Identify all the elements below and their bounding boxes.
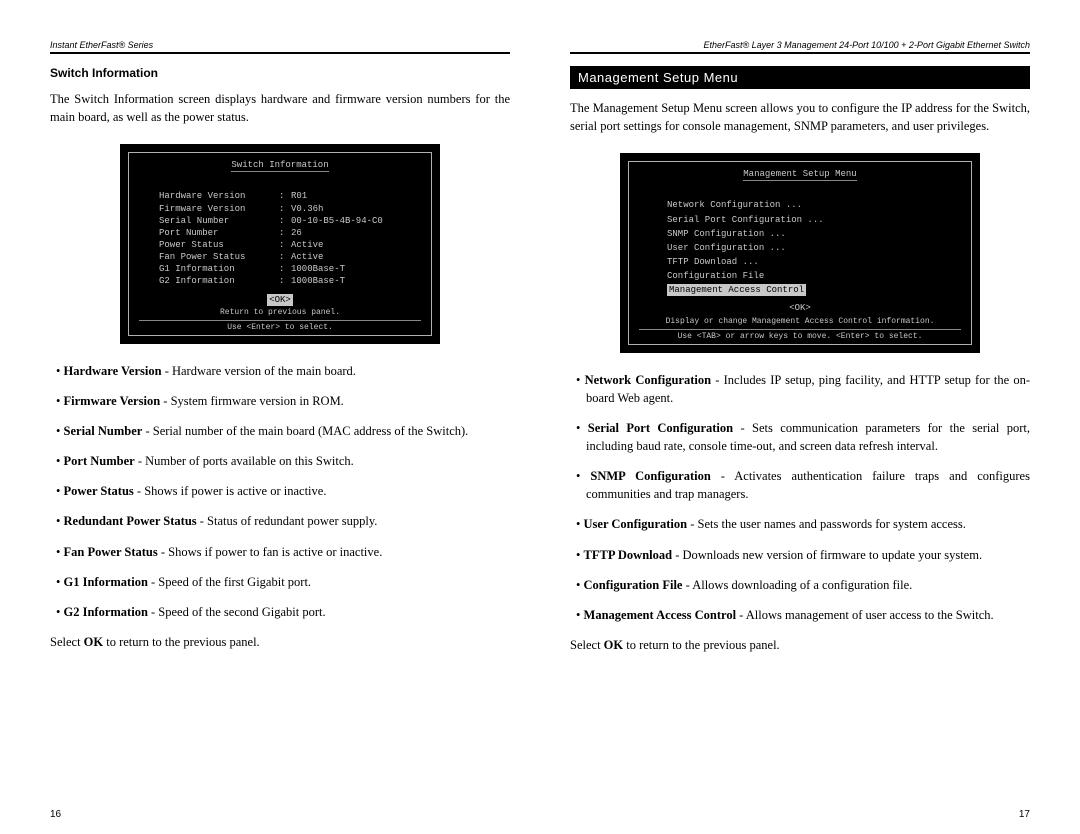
term-selected-item: Management Access Control bbox=[667, 284, 806, 296]
bullet-item: Power Status - Shows if power is active … bbox=[50, 482, 510, 500]
intro-right: The Management Setup Menu screen allows … bbox=[570, 99, 1030, 135]
bullet-item: User Configuration - Sets the user names… bbox=[570, 515, 1030, 533]
terminal-mgmt-menu: Management Setup Menu Network Configurat… bbox=[620, 153, 980, 352]
term-title: Switch Information bbox=[231, 159, 328, 172]
term-row: Power Status:Active bbox=[159, 239, 421, 251]
term-help2: Use <Enter> to select. bbox=[139, 320, 421, 333]
bullet-item: Firmware Version - System firmware versi… bbox=[50, 392, 510, 410]
bullet-item: Network Configuration - Includes IP setu… bbox=[570, 371, 1030, 407]
section-bar: Management Setup Menu bbox=[570, 66, 1030, 89]
terminal-inner: Switch Information Hardware Version:R01F… bbox=[128, 152, 432, 336]
term-menu-item: Network Configuration ... bbox=[639, 199, 961, 211]
term-row: G2 Information:1000Base-T bbox=[159, 275, 421, 287]
bullet-item: Redundant Power Status - Status of redun… bbox=[50, 512, 510, 530]
page-left: Instant EtherFast® Series Switch Informa… bbox=[50, 40, 510, 814]
bullet-item: Serial Number - Serial number of the mai… bbox=[50, 422, 510, 440]
page-right: EtherFast® Layer 3 Management 24-Port 10… bbox=[570, 40, 1030, 814]
terminal-switch-info: Switch Information Hardware Version:R01F… bbox=[120, 144, 440, 344]
term2-title: Management Setup Menu bbox=[743, 168, 856, 181]
term-menu-items: Network Configuration ... Serial Port Con… bbox=[639, 199, 961, 282]
intro-left: The Switch Information screen displays h… bbox=[50, 90, 510, 126]
page-num-right: 17 bbox=[1019, 809, 1030, 820]
bullet-item: Serial Port Configuration - Sets communi… bbox=[570, 419, 1030, 455]
header-right: EtherFast® Layer 3 Management 24-Port 10… bbox=[570, 40, 1030, 54]
bullet-item: G1 Information - Speed of the first Giga… bbox=[50, 573, 510, 591]
terminal-inner-2: Management Setup Menu Network Configurat… bbox=[628, 161, 972, 344]
bullet-item: Fan Power Status - Shows if power to fan… bbox=[50, 543, 510, 561]
term-ok: <OK> bbox=[267, 294, 293, 306]
term-row: Fan Power Status:Active bbox=[159, 251, 421, 263]
bullets-right: Network Configuration - Includes IP setu… bbox=[570, 371, 1030, 636]
bullets-left: Hardware Version - Hardware version of t… bbox=[50, 362, 510, 633]
term-menu-item: Configuration File bbox=[639, 270, 961, 282]
term2-help1: Display or change Management Access Cont… bbox=[639, 317, 961, 327]
bullet-item: Hardware Version - Hardware version of t… bbox=[50, 362, 510, 380]
term-menu-item: User Configuration ... bbox=[639, 242, 961, 254]
term-help1: Return to previous panel. bbox=[139, 308, 421, 318]
term-row: Firmware Version:V0.36h bbox=[159, 203, 421, 215]
bullet-item: Port Number - Number of ports available … bbox=[50, 452, 510, 470]
term-row: Port Number:26 bbox=[159, 227, 421, 239]
outro-left: Select OK to return to the previous pane… bbox=[50, 633, 510, 651]
term2-ok: <OK> bbox=[639, 302, 961, 314]
term2-help2: Use <TAB> or arrow keys to move. <Enter>… bbox=[639, 329, 961, 342]
bullet-item: Management Access Control - Allows manag… bbox=[570, 606, 1030, 624]
bullet-item: SNMP Configuration - Activates authentic… bbox=[570, 467, 1030, 503]
bullet-item: G2 Information - Speed of the second Gig… bbox=[50, 603, 510, 621]
term-row: Serial Number:00-10-B5-4B-94-C0 bbox=[159, 215, 421, 227]
term-row: Hardware Version:R01 bbox=[159, 190, 421, 202]
term-menu-item: TFTP Download ... bbox=[639, 256, 961, 268]
term-rows: Hardware Version:R01Firmware Version:V0.… bbox=[139, 190, 421, 287]
term-row: G1 Information:1000Base-T bbox=[159, 263, 421, 275]
term-menu-item: Serial Port Configuration ... bbox=[639, 214, 961, 226]
term-menu-item: SNMP Configuration ... bbox=[639, 228, 961, 240]
bullet-item: TFTP Download - Downloads new version of… bbox=[570, 546, 1030, 564]
header-text-left: Instant EtherFast® Series bbox=[50, 40, 153, 50]
header-text-right: EtherFast® Layer 3 Management 24-Port 10… bbox=[703, 40, 1030, 50]
bullet-item: Configuration File - Allows downloading … bbox=[570, 576, 1030, 594]
subhead-switch-info: Switch Information bbox=[50, 66, 510, 80]
outro-right: Select OK to return to the previous pane… bbox=[570, 636, 1030, 654]
header-left: Instant EtherFast® Series bbox=[50, 40, 510, 54]
page-num-left: 16 bbox=[50, 809, 61, 820]
